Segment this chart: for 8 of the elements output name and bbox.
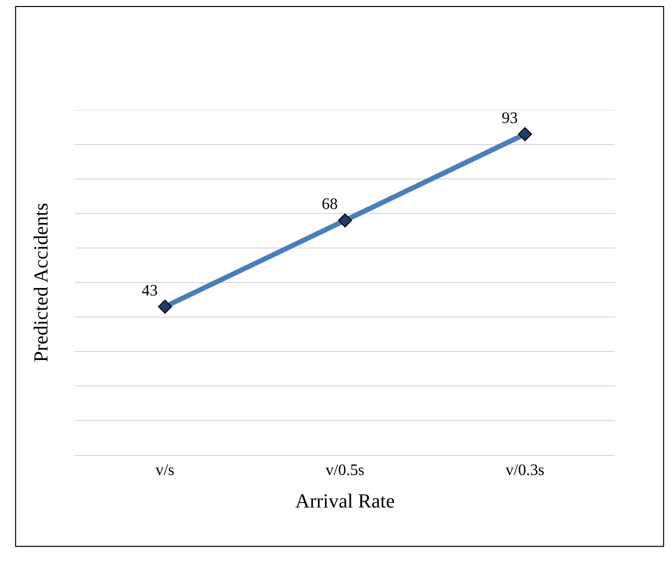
x-tick-label: v/0.3s bbox=[506, 462, 544, 480]
data-label: 68 bbox=[322, 196, 338, 214]
x-tick-label: v/s bbox=[156, 462, 174, 480]
y-axis-title: Predicted Accidents bbox=[30, 202, 52, 362]
x-axis-title: Arrival Rate bbox=[295, 490, 395, 513]
x-tick-label: v/0.5s bbox=[326, 462, 364, 480]
data-label: 43 bbox=[142, 282, 158, 300]
data-label: 93 bbox=[502, 110, 518, 127]
